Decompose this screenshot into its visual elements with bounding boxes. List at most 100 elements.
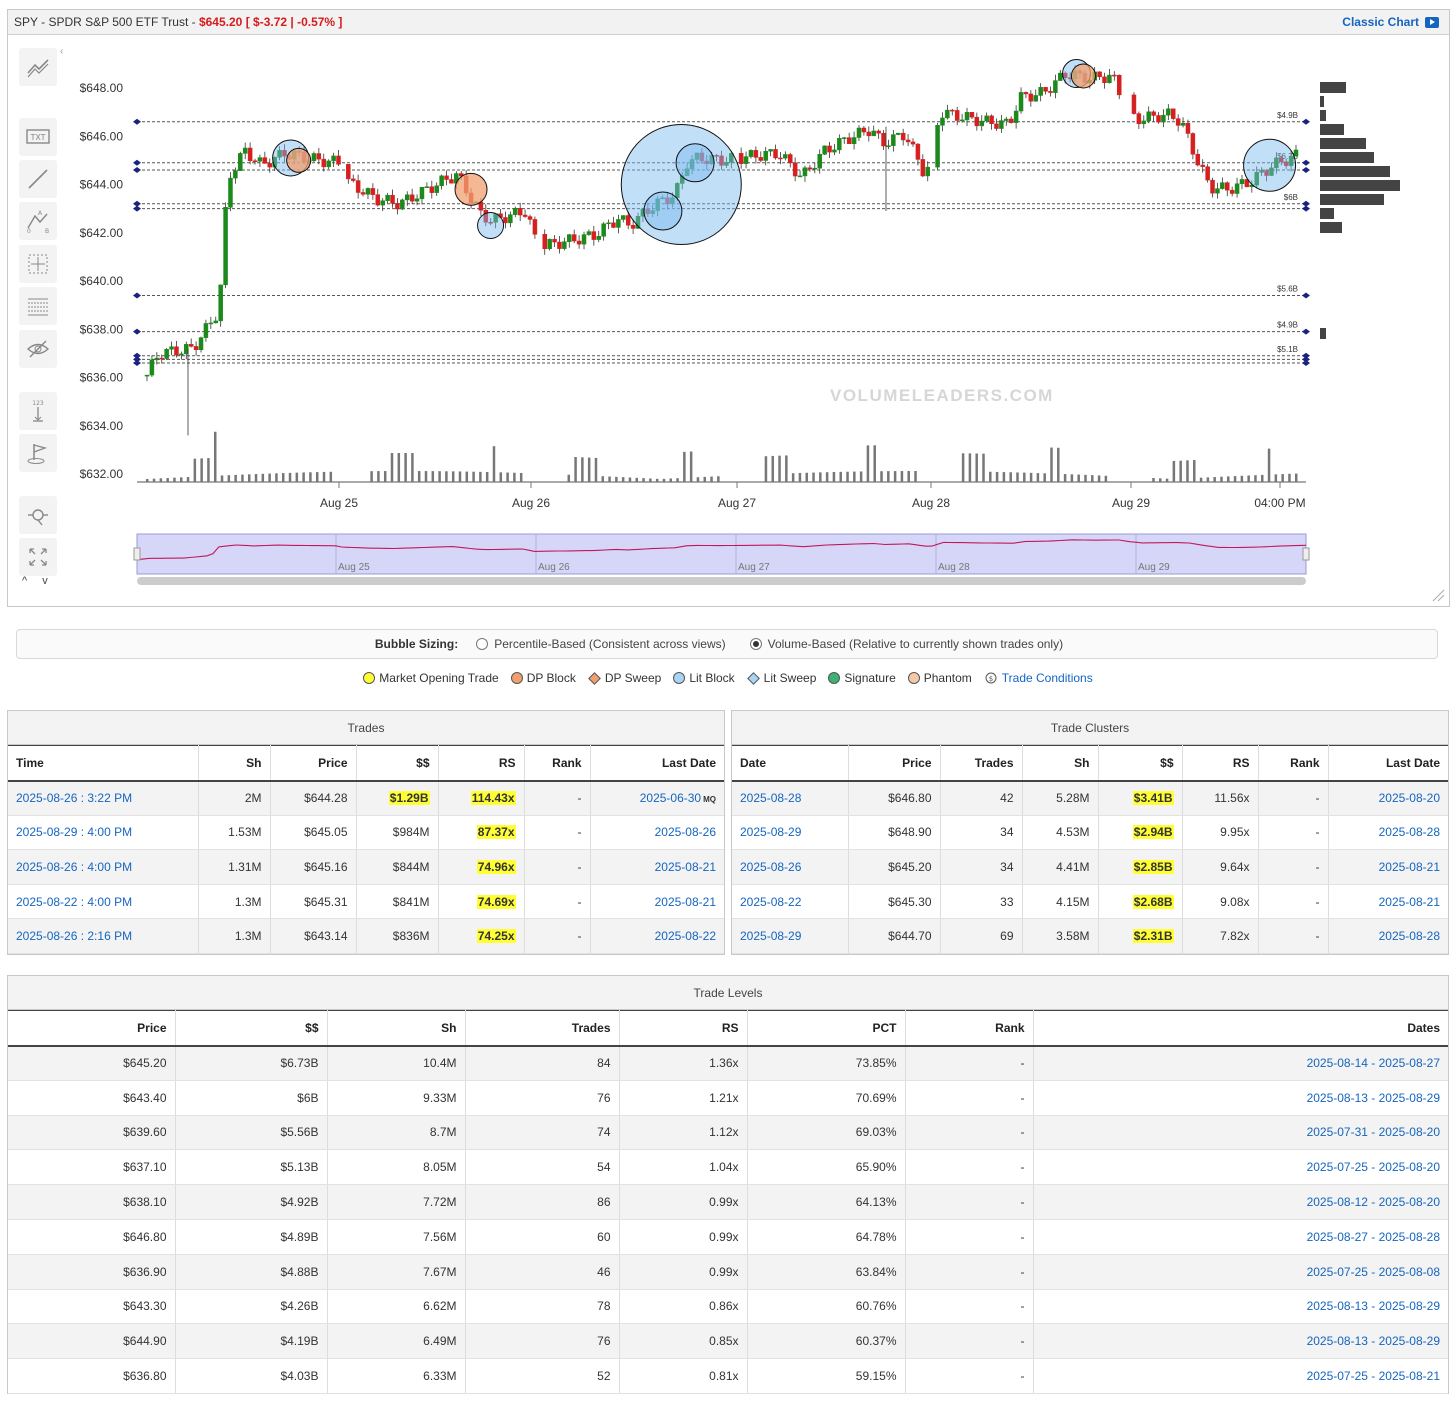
date-range-link[interactable]: 2025-08-14 - 2025-08-27 — [1033, 1045, 1448, 1081]
legend-lit-block[interactable]: Lit Block — [673, 671, 735, 685]
last-date-link[interactable]: 2025-06-30 MQ — [590, 780, 724, 816]
date-range-link[interactable]: 2025-08-27 - 2025-08-28 — [1033, 1219, 1448, 1255]
col-rank[interactable]: Rank — [905, 1010, 1034, 1047]
date-range-link[interactable]: 2025-08-13 - 2025-08-29 — [1033, 1289, 1448, 1325]
last-date-link[interactable]: 2025-08-26 — [590, 815, 724, 851]
legend-market-opening[interactable]: Market Opening Trade — [363, 671, 499, 685]
volume-bar — [1009, 472, 1012, 482]
col-dollars[interactable]: $$ — [356, 745, 439, 782]
last-date-link[interactable]: 2025-08-28 — [1328, 918, 1448, 954]
col-dollars[interactable]: $$ — [1098, 745, 1183, 782]
fullscreen-tool[interactable] — [19, 538, 57, 576]
percentile-radio[interactable] — [476, 638, 489, 650]
pattern-icon: A 0 B — [27, 210, 49, 234]
cell: 64.13% — [747, 1184, 906, 1220]
trade-conditions-link[interactable]: $ Trade Conditions — [984, 671, 1093, 685]
lit-block-bubble — [620, 124, 742, 245]
volume-option[interactable]: Volume-Based (Relative to currently show… — [749, 637, 1063, 651]
col-last-date[interactable]: Last Date — [590, 745, 724, 782]
cell: - — [905, 1219, 1034, 1255]
legend-phantom[interactable]: Phantom — [907, 671, 972, 685]
candle-body — [920, 159, 926, 177]
chart-header: SPY - SPDR S&P 500 ETF Trust - $645.20 [… — [8, 10, 1449, 35]
cluster-date-link[interactable]: 2025-08-29 — [732, 815, 849, 851]
col-rank[interactable]: Rank — [524, 745, 591, 782]
last-date-link[interactable]: 2025-08-21 — [1328, 884, 1448, 920]
cluster-date-link[interactable]: 2025-08-29 — [732, 918, 849, 954]
legend-signature[interactable]: Signature — [828, 671, 896, 685]
highlight: 74.25x — [476, 929, 516, 944]
col-rs[interactable]: RS — [619, 1010, 748, 1047]
legend-dp-block[interactable]: DP Block — [510, 671, 576, 685]
col-price[interactable]: Price — [270, 745, 357, 782]
col-dollars[interactable]: $$ — [175, 1010, 328, 1047]
candle-body — [233, 170, 238, 179]
highlight: 114.43x — [470, 791, 516, 806]
cluster-date-link[interactable]: 2025-08-22 — [732, 884, 849, 920]
candle-body — [188, 344, 194, 347]
volume-bar — [567, 474, 571, 482]
col-sh[interactable]: Sh — [327, 1010, 466, 1047]
date-range-link[interactable]: 2025-08-12 - 2025-08-20 — [1033, 1184, 1448, 1220]
scroll-up-down-icon[interactable]: ^ v — [22, 575, 54, 587]
trade-time-link[interactable]: 2025-08-26 : 3:22 PM — [8, 780, 199, 816]
trade-time-link[interactable]: 2025-08-26 : 2:16 PM — [8, 918, 199, 954]
col-last-date[interactable]: Last Date — [1328, 745, 1448, 782]
collapse-toolbar-icon[interactable]: ‹ — [60, 46, 64, 57]
trend-lines-tool[interactable] — [19, 48, 57, 86]
price-chart[interactable]: $648.00 $646.00 $644.00 $642.00 $640.00 $638.… — [8, 10, 1449, 606]
trade-time-link[interactable]: 2025-08-22 : 4:00 PM — [8, 884, 199, 920]
legend-dp-sweep[interactable]: DP Sweep — [587, 671, 661, 685]
cell: $5.56B — [175, 1115, 328, 1151]
candle-body — [1053, 80, 1058, 93]
volume-bar — [220, 475, 224, 482]
flag-tool[interactable] — [19, 434, 57, 472]
classic-chart-link[interactable]: Classic Chart — [1342, 10, 1439, 35]
crosshair-tool[interactable] — [19, 245, 57, 283]
last-date-link[interactable]: 2025-08-28 — [1328, 815, 1448, 851]
crosshair-icon — [28, 254, 48, 274]
col-price[interactable]: Price — [8, 1010, 176, 1047]
col-rank[interactable]: Rank — [1258, 745, 1329, 782]
col-sh[interactable]: Sh — [198, 745, 271, 782]
trade-time-link[interactable]: 2025-08-29 : 4:00 PM — [8, 815, 199, 851]
col-date[interactable]: Date — [732, 745, 849, 782]
percentile-option[interactable]: Percentile-Based (Consistent across view… — [476, 637, 726, 651]
date-range-link[interactable]: 2025-07-25 - 2025-08-20 — [1033, 1149, 1448, 1186]
date-range-link[interactable]: 2025-08-13 - 2025-08-29 — [1033, 1323, 1448, 1360]
measure-tool[interactable]: 123 — [19, 392, 57, 430]
candle-body — [321, 158, 327, 168]
volume-radio[interactable] — [749, 638, 762, 650]
col-pct[interactable]: PCT — [747, 1010, 906, 1047]
col-trades[interactable]: Trades — [940, 745, 1023, 782]
last-date-link[interactable]: 2025-08-21 — [1328, 849, 1448, 885]
pattern-tool[interactable]: A 0 B — [19, 202, 57, 240]
fibonacci-tool[interactable] — [19, 287, 57, 325]
y-tick-label: $636.00 — [80, 371, 124, 385]
last-date-link[interactable]: 2025-08-22 — [590, 918, 724, 954]
cluster-date-link[interactable]: 2025-08-26 — [732, 849, 849, 885]
date-range-link[interactable]: 2025-08-13 - 2025-08-29 — [1033, 1080, 1448, 1116]
resize-grip-icon[interactable] — [1431, 588, 1445, 602]
zoom-reset-tool[interactable] — [19, 496, 57, 534]
line-tool[interactable] — [19, 160, 57, 198]
col-rs[interactable]: RS — [1182, 745, 1259, 782]
col-time[interactable]: Time — [8, 745, 199, 782]
col-dates[interactable]: Dates — [1033, 1010, 1448, 1047]
legend-lit-sweep[interactable]: Lit Sweep — [746, 671, 816, 685]
last-date-link[interactable]: 2025-08-20 — [1328, 780, 1448, 816]
hide-drawings-tool[interactable] — [19, 330, 57, 368]
date-range-link[interactable]: 2025-07-31 - 2025-08-20 — [1033, 1115, 1448, 1151]
col-sh[interactable]: Sh — [1022, 745, 1099, 782]
date-range-link[interactable]: 2025-07-25 - 2025-08-08 — [1033, 1254, 1448, 1290]
col-rs[interactable]: RS — [438, 745, 525, 782]
date-range-link[interactable]: 2025-07-25 - 2025-08-21 — [1033, 1358, 1448, 1394]
last-date-link[interactable]: 2025-08-21 — [590, 849, 724, 885]
candle-body — [999, 120, 1004, 129]
col-price[interactable]: Price — [848, 745, 941, 782]
last-date-link[interactable]: 2025-08-21 — [590, 884, 724, 920]
cluster-date-link[interactable]: 2025-08-28 — [732, 780, 849, 816]
trade-time-link[interactable]: 2025-08-26 : 4:00 PM — [8, 849, 199, 885]
col-trades[interactable]: Trades — [465, 1010, 620, 1047]
text-tool[interactable]: TXT — [19, 118, 57, 156]
